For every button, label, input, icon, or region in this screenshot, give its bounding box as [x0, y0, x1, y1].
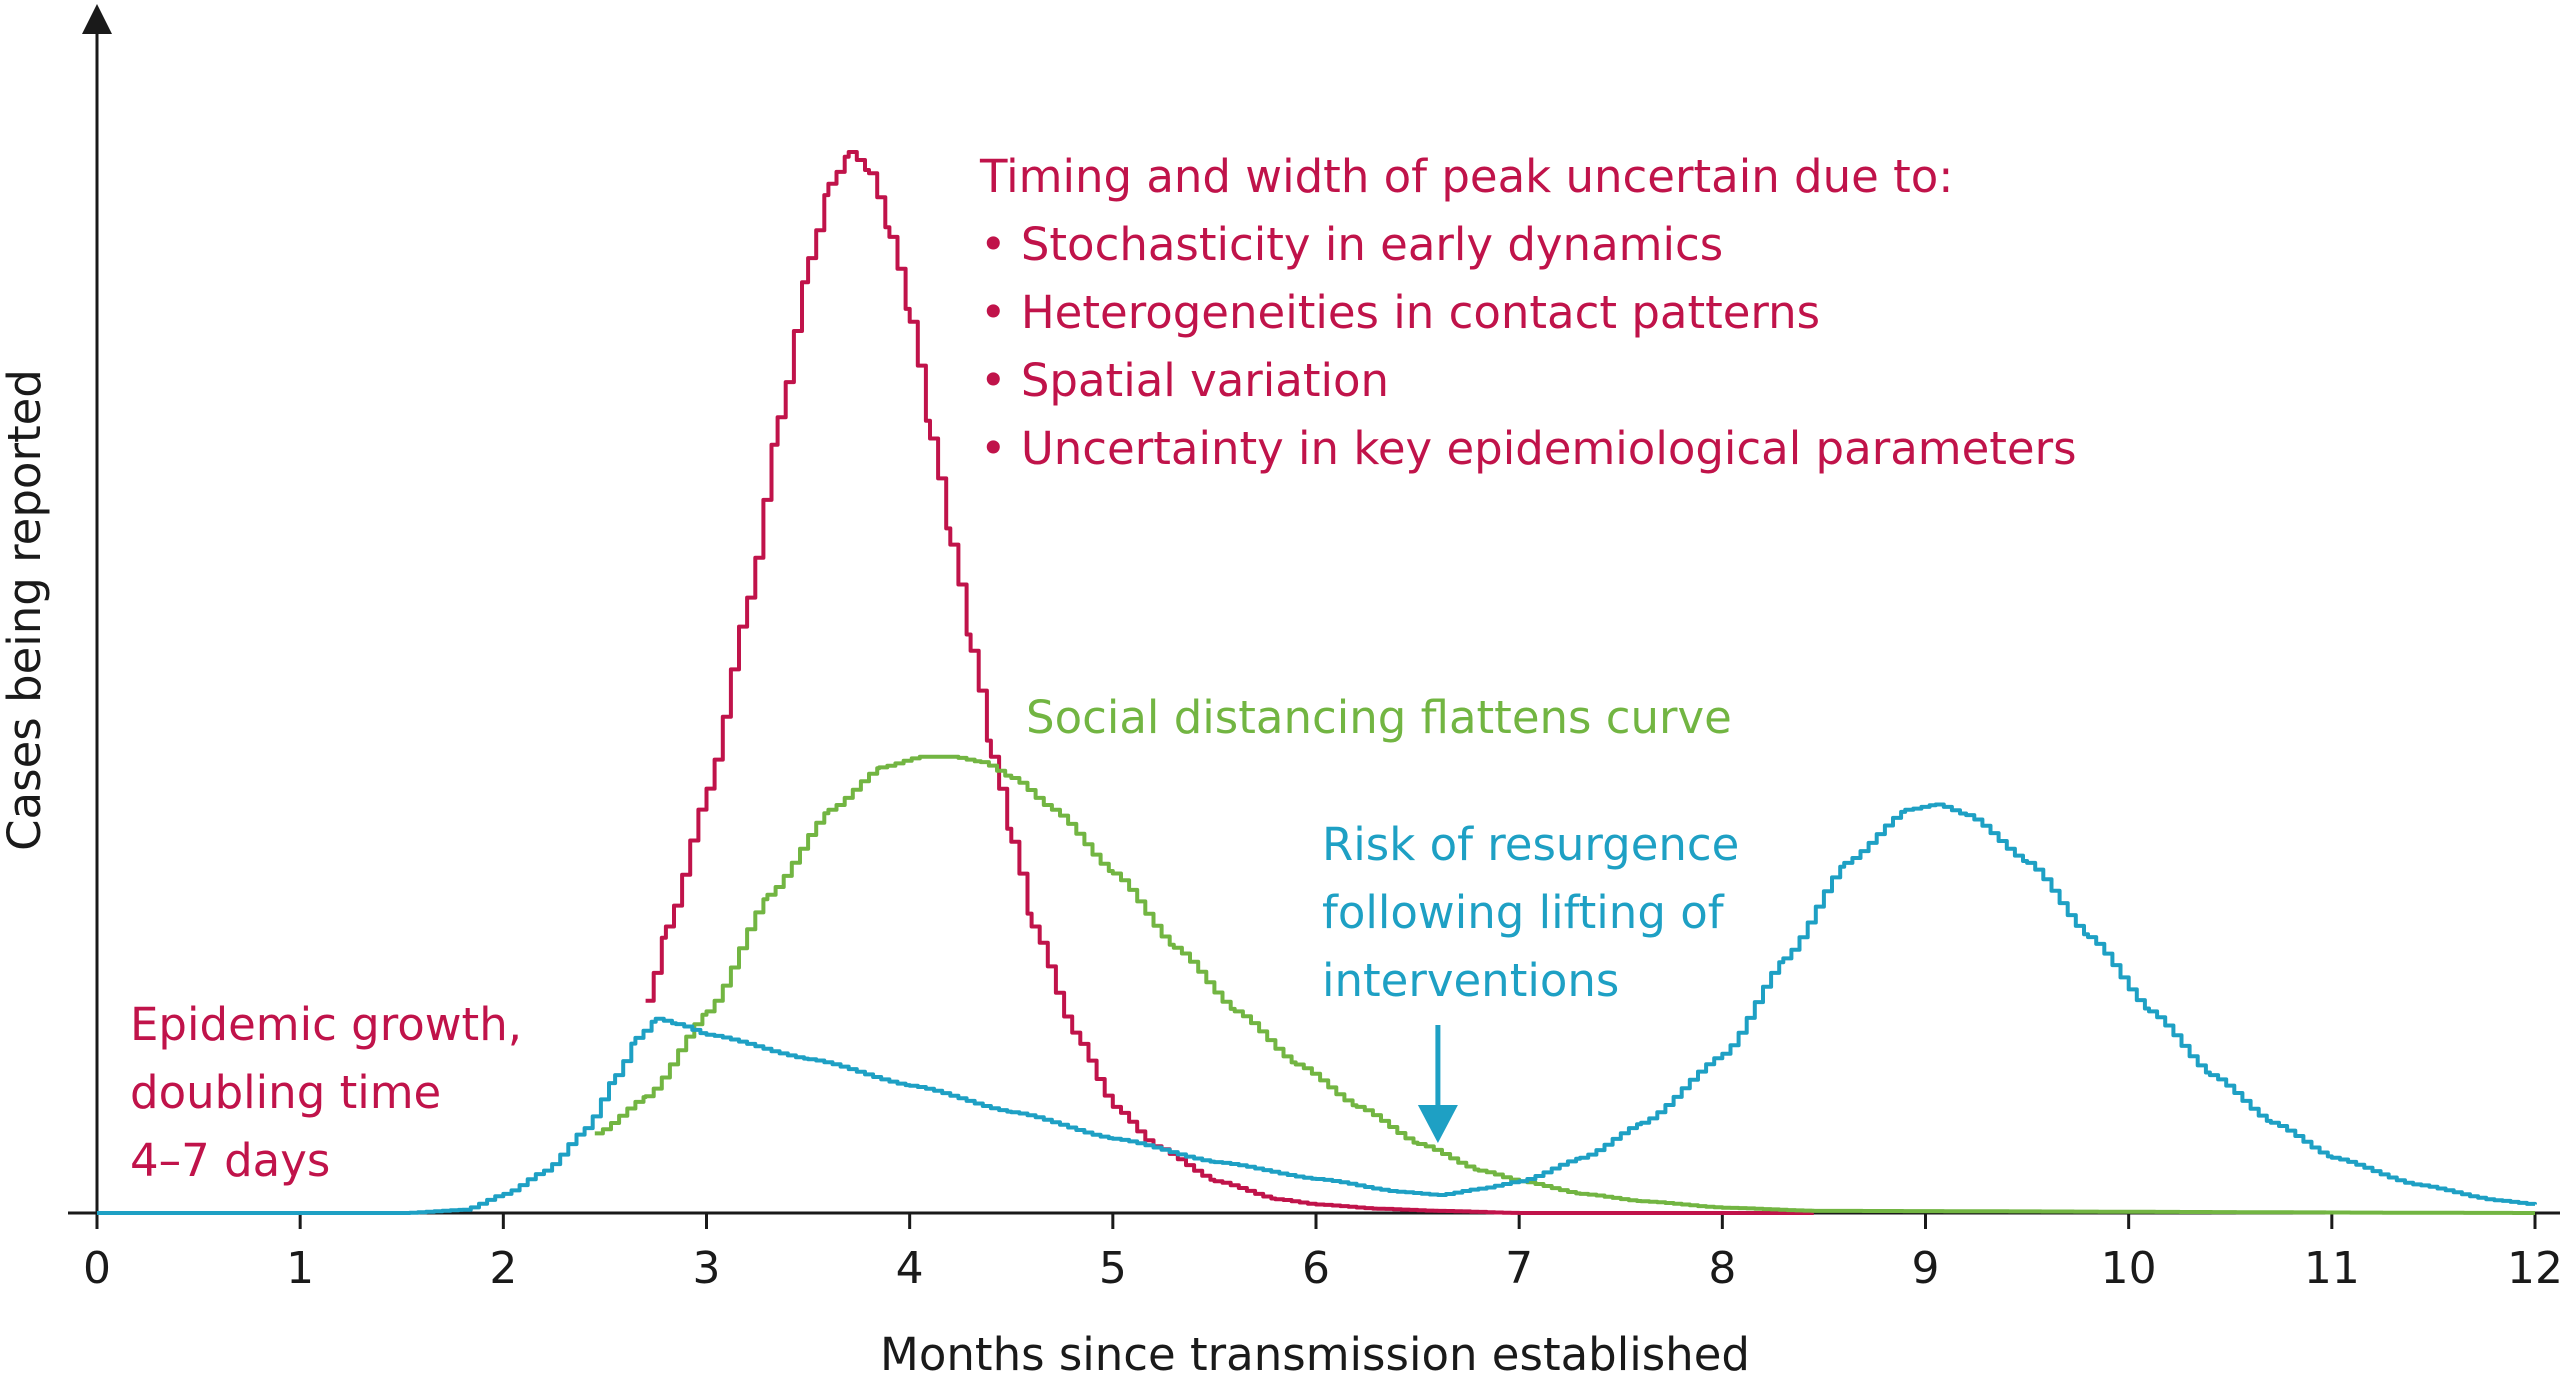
x-tick-label: 1: [286, 1243, 314, 1294]
y-axis-arrowhead: [82, 4, 112, 34]
social-distancing-note-line: Social distancing flattens curve: [1026, 691, 1732, 744]
annotations: Timing and width of peak uncertain due t…: [130, 150, 2077, 1187]
social-distancing-line: [594, 754, 2535, 1215]
x-tick-label: 11: [2304, 1243, 2360, 1294]
epidemic-growth-note-line: doubling time: [130, 1066, 441, 1119]
x-tick-label: 9: [1912, 1243, 1940, 1294]
peak-uncertainty-note: Timing and width of peak uncertain due t…: [979, 150, 2077, 475]
x-ticks: 0 1 2 3 4 5 6 7 8 9 10 11 12: [83, 1213, 2560, 1294]
epidemic-growth-note: Epidemic growth, doubling time 4–7 days: [130, 998, 522, 1187]
x-tick-label: 12: [2507, 1243, 2560, 1294]
arrow-head: [1417, 1105, 1458, 1143]
resurgence-note-line: Risk of resurgence: [1322, 818, 1739, 871]
x-tick-label: 2: [489, 1243, 517, 1294]
peak-uncertainty-note-line: • Heterogeneities in contact patterns: [980, 286, 1820, 339]
resurgence-line: [97, 802, 2537, 1215]
social-distancing-note: Social distancing flattens curve: [1026, 691, 1732, 744]
resurgence-note: Risk of resurgence following lifting of in…: [1322, 818, 1739, 1007]
peak-uncertainty-note-line: • Stochasticity in early dynamics: [980, 218, 1723, 271]
series-lines: [97, 150, 2537, 1215]
x-tick-label: 3: [693, 1243, 721, 1294]
x-tick-label: 0: [83, 1243, 111, 1294]
resurgence-arrow: [1417, 1025, 1458, 1143]
resurgence-note-line: interventions: [1322, 954, 1619, 1007]
peak-uncertainty-note-line: Timing and width of peak uncertain due t…: [979, 150, 1953, 203]
unmitigated-epidemic-line: [645, 150, 1814, 1215]
x-tick-label: 5: [1099, 1243, 1127, 1294]
epidemic-growth-note-line: Epidemic growth,: [130, 998, 522, 1051]
x-tick-label: 4: [896, 1243, 924, 1294]
peak-uncertainty-note-line: • Spatial variation: [980, 354, 1389, 407]
peak-uncertainty-note-line: • Uncertainty in key epidemiological par…: [980, 422, 2077, 475]
x-tick-label: 6: [1302, 1243, 1330, 1294]
resurgence-note-line: following lifting of: [1322, 886, 1725, 939]
x-tick-label: 10: [2101, 1243, 2157, 1294]
x-tick-label: 8: [1708, 1243, 1736, 1294]
y-axis-title: Cases being reported: [0, 369, 51, 851]
x-tick-label: 7: [1505, 1243, 1533, 1294]
epidemic-growth-note-line: 4–7 days: [130, 1134, 330, 1187]
x-axis-title: Months since transmission established: [880, 1328, 1750, 1374]
